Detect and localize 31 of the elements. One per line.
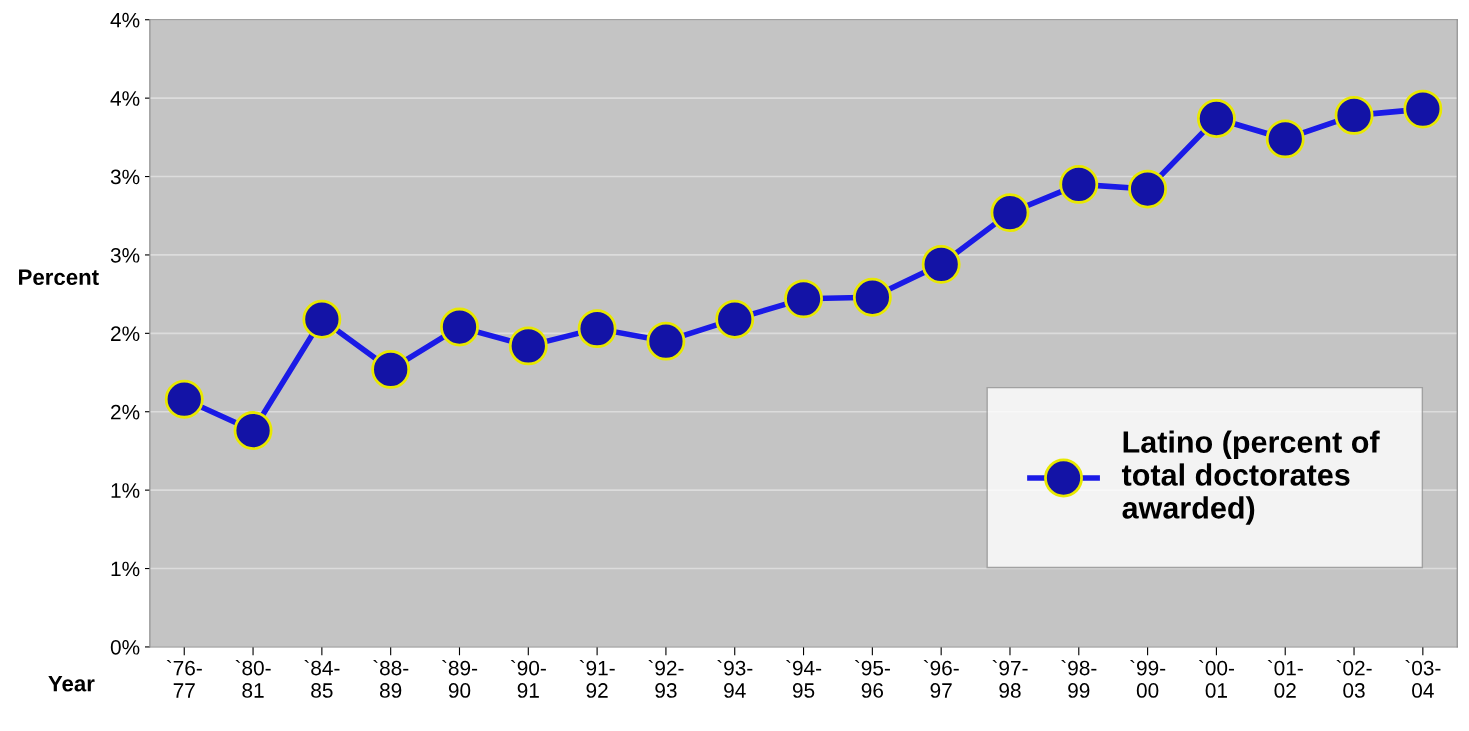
y-axis-title: Percent xyxy=(19,269,99,286)
y-tick-label: 1% xyxy=(111,561,140,577)
y-tick-label: 3% xyxy=(110,169,140,185)
x-tick-label: `01- 02 xyxy=(1267,659,1303,698)
y-tick-label: 4% xyxy=(110,12,140,28)
y-tick-label: 0% xyxy=(110,639,140,655)
x-tick-label: `89- 90 xyxy=(442,659,478,698)
y-tick-label: 1% xyxy=(111,483,140,498)
x-tick-label: `98- 99 xyxy=(1061,659,1097,698)
y-tick-label: 4% xyxy=(110,91,140,106)
y-tick-label: 3% xyxy=(110,247,140,263)
x-tick-label: `94- 95 xyxy=(786,659,822,698)
x-tick-label: `96- 97 xyxy=(923,659,959,698)
x-tick-label: `90- 91 xyxy=(510,659,546,698)
x-tick-label: `95- 96 xyxy=(854,659,890,698)
x-tick-label: `02- 03 xyxy=(1336,659,1372,698)
x-tick-label: `88- 89 xyxy=(373,659,409,698)
x-tick-label: `93- 94 xyxy=(717,659,753,698)
x-tick-label: `00- 01 xyxy=(1198,659,1235,698)
x-tick-label: `97- 98 xyxy=(992,659,1028,698)
x-tick-label: `91- 92 xyxy=(579,659,615,698)
x-tick-label: `99- 00 xyxy=(1130,659,1166,698)
x-tick-label: `80- 81 xyxy=(235,659,271,698)
x-tick-label: `03- 04 xyxy=(1405,659,1441,698)
y-tick-label: 2% xyxy=(111,404,140,420)
x-tick-label: `76- 77 xyxy=(166,659,202,698)
legend-label: Latino (percent of total doctorates awarded) xyxy=(1121,430,1380,525)
y-tick-label: 2% xyxy=(111,326,140,342)
x-tick-label: `84- 85 xyxy=(304,659,340,698)
x-tick-label: `92- 93 xyxy=(648,659,684,698)
x-axis-title: Year xyxy=(48,675,95,692)
